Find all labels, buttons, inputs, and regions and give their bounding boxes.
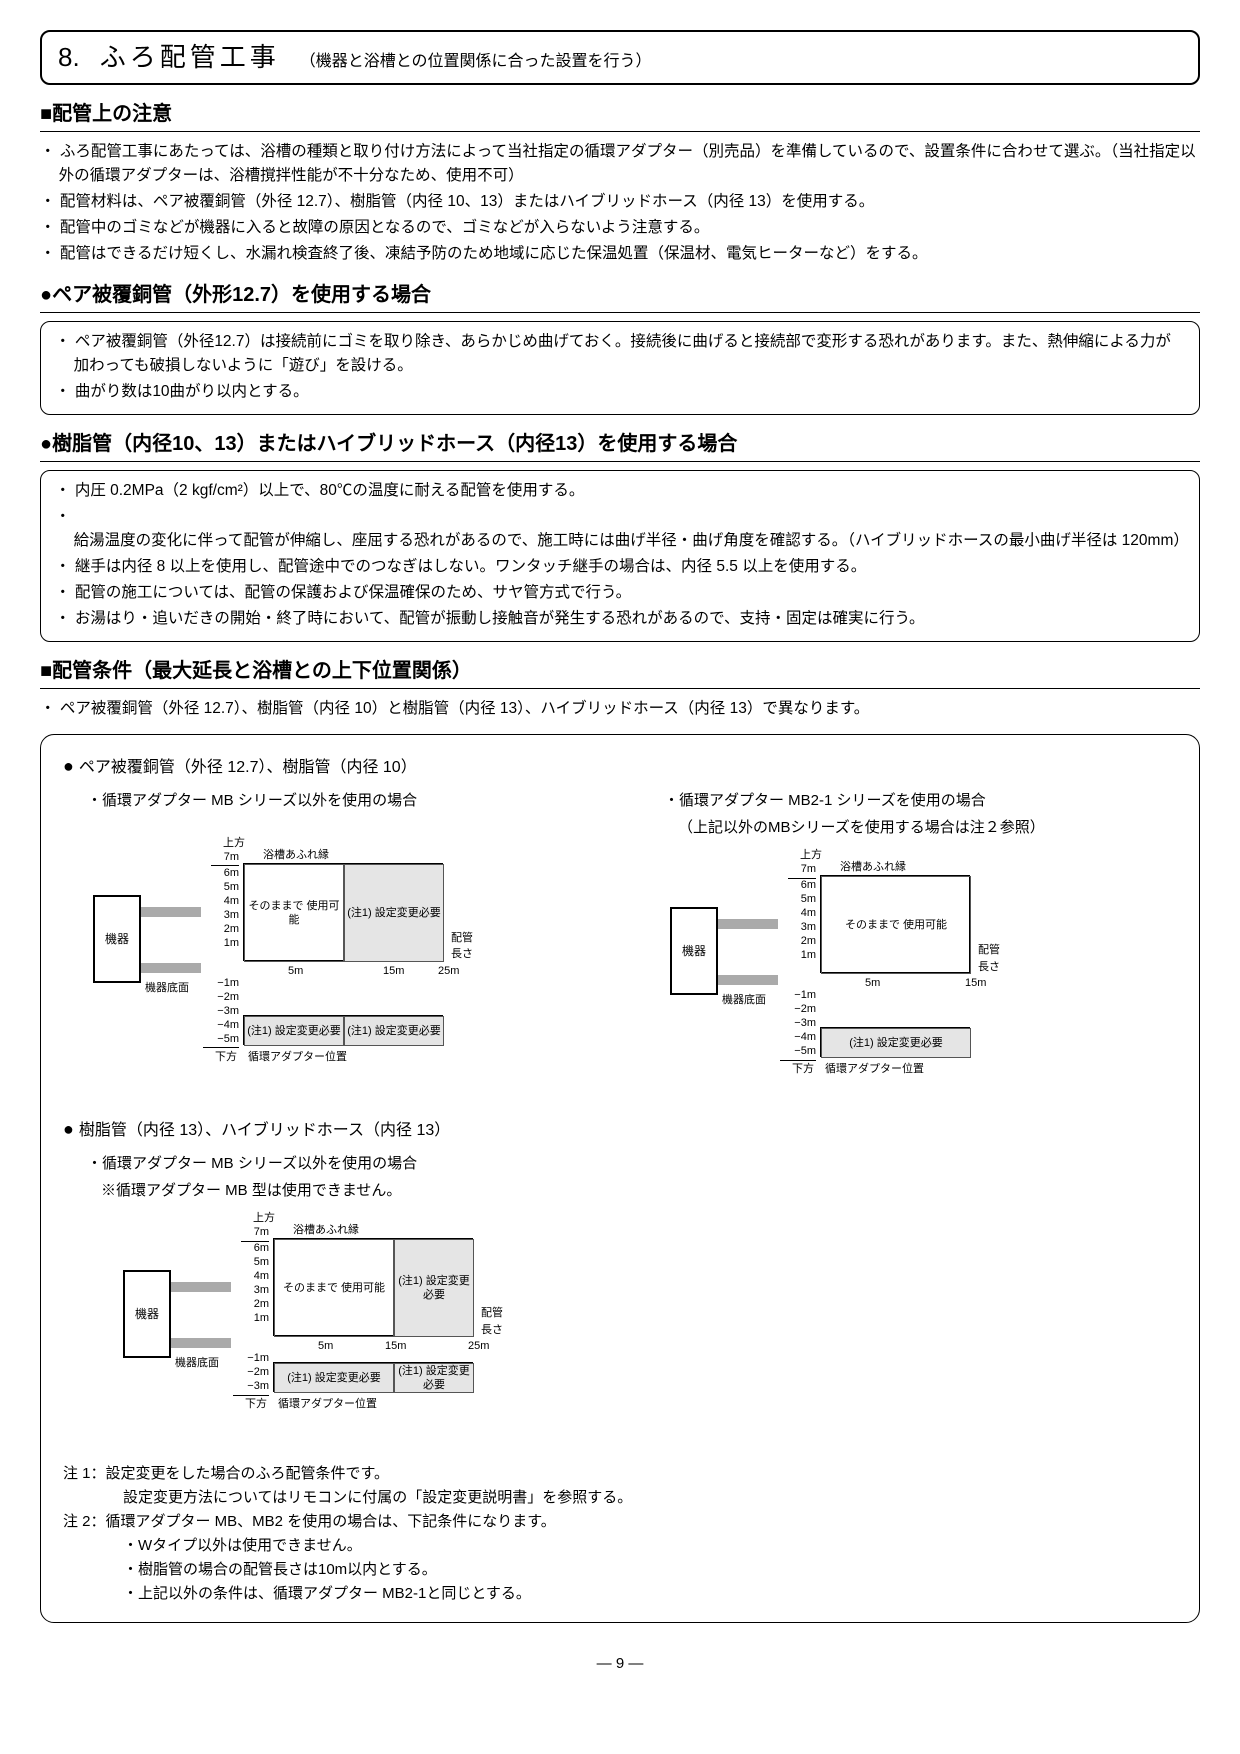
diagram-c-note: ※循環アダプター MB 型は使用できません。	[101, 1180, 1177, 1203]
device-box: 機器	[123, 1270, 171, 1358]
diagram-container: ペア被覆銅管（外径 12.7）、樹脂管（内径 10） ・循環アダプター MB シ…	[40, 734, 1200, 1623]
bullet-item: 給湯温度の変化に伴って配管が伸縮し、座屈する恐れがあるので、施工時には曲げ半径・…	[55, 505, 1185, 553]
diagram-a-title: ペア被覆銅管（外径 12.7）、樹脂管（内径 10）	[63, 753, 1177, 780]
text-conditions-intro: ペア被覆銅管（外径 12.7）、樹脂管（内径 10）と樹脂管（内径 13）、ハイ…	[40, 697, 1200, 720]
bullet-item: 配管の施工については、配管の保護および保温確保のため、サヤ管方式で行う。	[55, 581, 1185, 605]
diagram-c: 機器 機器底面 上方 浴槽あふれ縁 7m 6m 5m 4m 3m 2m 1m −…	[123, 1210, 523, 1440]
label-adapter-position: 循環アダプター位置	[248, 1049, 347, 1066]
title-sub: （機器と浴槽との位置関係に合った設置を行う）	[300, 50, 652, 74]
bullet-item: ふろ配管工事にあたっては、浴槽の種類と取り付け方法によって当社指定の循環アダプタ…	[40, 140, 1200, 188]
diagram-b-subtitle: ・循環アダプター MB2-1 シリーズを使用の場合	[664, 790, 1177, 813]
heading-piping-caution: ■配管上の注意	[40, 99, 1200, 132]
bullet-item: 継手は内径 8 以上を使用し、配管途中でのつなぎはしない。ワンタッチ継手の場合は…	[55, 555, 1185, 579]
label-overflow-edge: 浴槽あふれ縁	[263, 847, 329, 864]
title-main: ふろ配管工事	[100, 38, 280, 77]
diagram-c-title: 樹脂管（内径 13）、ハイブリッドホース（内径 13）	[63, 1116, 1177, 1143]
label-device-bottom: 機器底面	[145, 980, 189, 997]
device-box: 機器	[670, 907, 718, 995]
bullet-item: ペア被覆銅管（外径12.7）は接続前にゴミを取り除き、あらかじめ曲げておく。接続…	[55, 330, 1185, 378]
diagram-b-column: ・循環アダプター MB2-1 シリーズを使用の場合 （上記以外のMBシリーズを使…	[640, 790, 1177, 1092]
device-box: 機器	[93, 895, 141, 983]
note-2d: ・上記以外の条件は、循環アダプター MB2-1と同じとする。	[63, 1582, 1177, 1606]
label-pipe-length: 配管 長さ	[451, 930, 473, 963]
cell-setting-change: (注1) 設定変更必要	[344, 864, 444, 962]
notes-block: 注 1：設定変更をした場合のふろ配管条件です。 設定変更方法についてはリモコンに…	[63, 1462, 1177, 1606]
diagram-a: 機器 機器底面 上方 浴槽あふれ縁 7m 6m 5m 4m 3m 2m 1m −…	[93, 835, 493, 1080]
heading-resin-hybrid: ●樹脂管（内径10、13）またはハイブリッドホース（内径13）を使用する場合	[40, 429, 1200, 462]
heading-pipe-conditions: ■配管条件（最大延長と浴槽との上下位置関係）	[40, 656, 1200, 689]
note-1b: 設定変更方法についてはリモコンに付属の「設定変更説明書」を参照する。	[63, 1486, 1177, 1510]
note-2c: ・樹脂管の場合の配管長さは10m以内とする。	[63, 1558, 1177, 1582]
diagram-b: 機器 機器底面 上方 浴槽あふれ縁 7m 6m 5m 4m 3m 2m 1m −…	[670, 847, 1070, 1092]
note-2a: 注 2：循環アダプター MB、MB2 を使用の場合は、下記条件になります。	[63, 1510, 1177, 1534]
bullet-item: 配管中のゴミなどが機器に入ると故障の原因となるので、ゴミなどが入らないよう注意す…	[40, 216, 1200, 240]
diagram-b-note: （上記以外のMBシリーズを使用する場合は注２参照）	[678, 817, 1177, 840]
bullet-item: 曲がり数は10曲がり以内とする。	[55, 380, 1185, 404]
section-title-box: 8. ふろ配管工事 （機器と浴槽との位置関係に合った設置を行う）	[40, 30, 1200, 85]
box-resin-hybrid: 内圧 0.2MPa（2 kgf/cm²）以上で、80℃の温度に耐える配管を使用す…	[40, 470, 1200, 642]
diagram-c-subtitle: ・循環アダプター MB シリーズ以外を使用の場合	[87, 1153, 1177, 1176]
note-1a: 注 1：設定変更をした場合のふろ配管条件です。	[63, 1462, 1177, 1486]
bullet-item: 配管はできるだけ短くし、水漏れ検査終了後、凍結予防のため地域に応じた保温処置（保…	[40, 242, 1200, 266]
diagram-a-subtitle: ・循環アダプター MB シリーズ以外を使用の場合	[87, 790, 600, 813]
label-downward: 下方	[215, 1049, 237, 1066]
box-pair-copper: ペア被覆銅管（外径12.7）は接続前にゴミを取り除き、あらかじめ曲げておく。接続…	[40, 321, 1200, 415]
title-number: 8.	[58, 38, 80, 77]
bullet-item: 配管材料は、ペア被覆銅管（外径 12.7）、樹脂管（内径 10、13）またはハイ…	[40, 190, 1200, 214]
list-piping-caution: ふろ配管工事にあたっては、浴槽の種類と取り付け方法によって当社指定の循環アダプタ…	[40, 140, 1200, 266]
heading-pair-copper: ●ペア被覆銅管（外形12.7）を使用する場合	[40, 280, 1200, 313]
bullet-item: 内圧 0.2MPa（2 kgf/cm²）以上で、80℃の温度に耐える配管を使用す…	[55, 479, 1185, 503]
cell-usable: そのままで 使用可能	[244, 864, 344, 962]
diagram-a-column: ・循環アダプター MB シリーズ以外を使用の場合 機器 機器底面 上方 浴槽あふ…	[63, 790, 600, 1092]
page-number: — 9 —	[40, 1653, 1200, 1676]
note-2b: ・Wタイプ以外は使用できません。	[63, 1534, 1177, 1558]
bullet-item: お湯はり・追いだきの開始・終了時において、配管が振動し接触音が発生する恐れがある…	[55, 607, 1185, 631]
